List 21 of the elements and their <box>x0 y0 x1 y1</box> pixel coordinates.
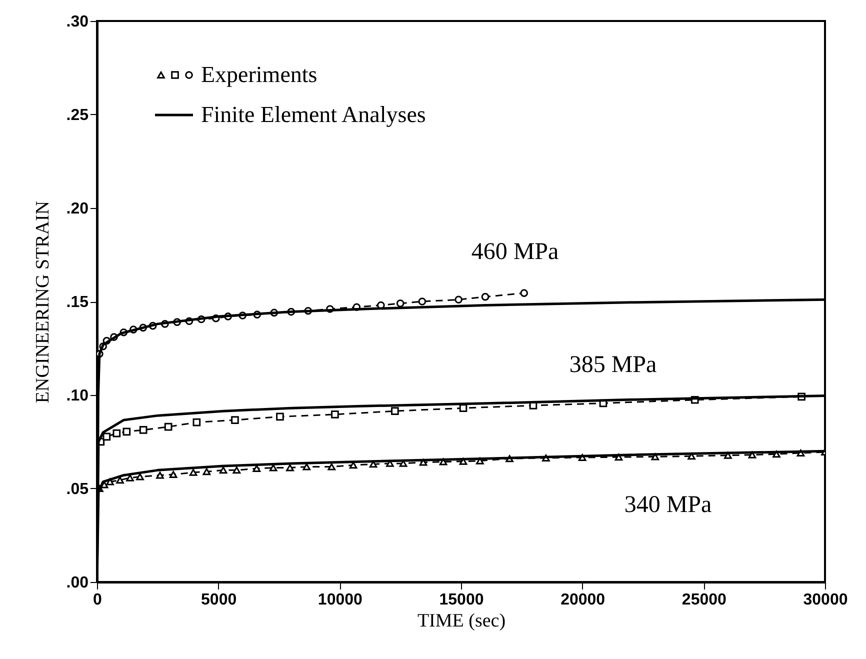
x-tick-label: 10000 <box>318 592 363 608</box>
annotation: 340 MPa <box>624 492 712 518</box>
annotation: 385 MPa <box>569 352 658 378</box>
x-tick-label: 0 <box>93 592 102 608</box>
y-tick-label: .25 <box>66 107 89 124</box>
y-tick-label: .05 <box>66 481 89 498</box>
x-axis-title: TIME (sec) <box>417 610 506 632</box>
y-tick-label: .30 <box>66 14 89 30</box>
annotation: 460 MPa <box>471 239 560 265</box>
x-tick-label: 30000 <box>803 592 848 608</box>
y-tick-label: .00 <box>66 574 89 592</box>
x-tick-label: 5000 <box>201 592 237 608</box>
y-axis-title: ENGINEERING STRAIN <box>32 200 54 404</box>
x-tick-label: 25000 <box>682 592 727 608</box>
x-tick-label: 15000 <box>439 592 484 608</box>
y-tick-label: .10 <box>66 388 89 404</box>
legend-label: Experiments <box>201 62 318 87</box>
legend-label: Finite Element Analyses <box>201 102 426 127</box>
y-tick-label: .15 <box>66 294 89 311</box>
x-tick-label: 20000 <box>560 592 606 608</box>
y-tick-label: .20 <box>66 200 89 218</box>
